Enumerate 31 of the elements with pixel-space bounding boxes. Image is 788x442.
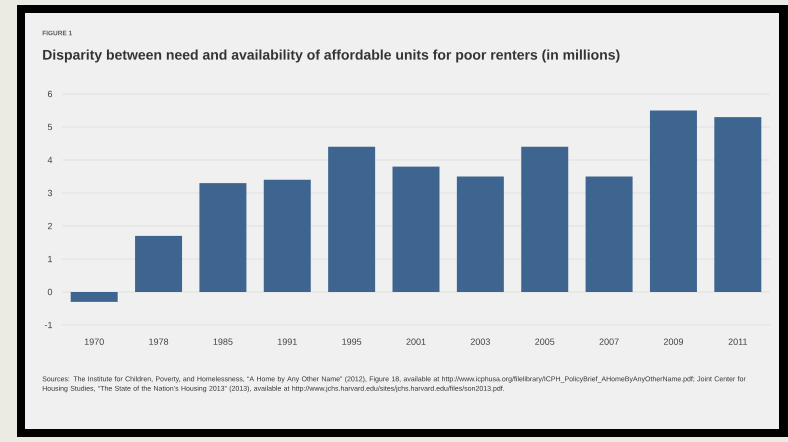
bar [521,146,568,292]
x-tick-label: 2003 [470,338,490,345]
y-tick-label: 3 [48,190,52,196]
bar [650,110,697,292]
x-tick-label: 1991 [278,338,297,345]
y-tick-label: -1 [44,322,52,328]
x-tick-label: 2009 [664,338,684,345]
y-tick-label: 2 [48,222,52,230]
bar [135,236,182,292]
y-tick-label: 4 [48,156,52,164]
bar [586,176,633,292]
x-tick-label: 1995 [342,338,362,345]
x-tick-label: 2005 [535,338,554,345]
bar [70,292,118,302]
x-tick-label: 1978 [149,338,168,345]
x-tick-label: 1985 [214,338,233,345]
y-tick-label: 1 [48,256,52,262]
x-tick-label: 1970 [84,338,104,345]
bar [264,180,311,292]
bar [456,176,504,292]
bar [199,183,246,292]
x-tick-label: 2011 [728,338,748,345]
y-tick-label: 0 [48,288,52,296]
bar [392,166,440,292]
x-tick-label: 2001 [406,338,426,345]
x-tick-label: 2007 [600,338,619,345]
bar [714,117,762,292]
bar [328,146,376,292]
y-tick-label: 5 [48,124,52,130]
y-tick-label: 6 [48,90,52,98]
chart-title: Disparity between need and availability of affordable units for poor renters (in millions) [43,49,620,63]
